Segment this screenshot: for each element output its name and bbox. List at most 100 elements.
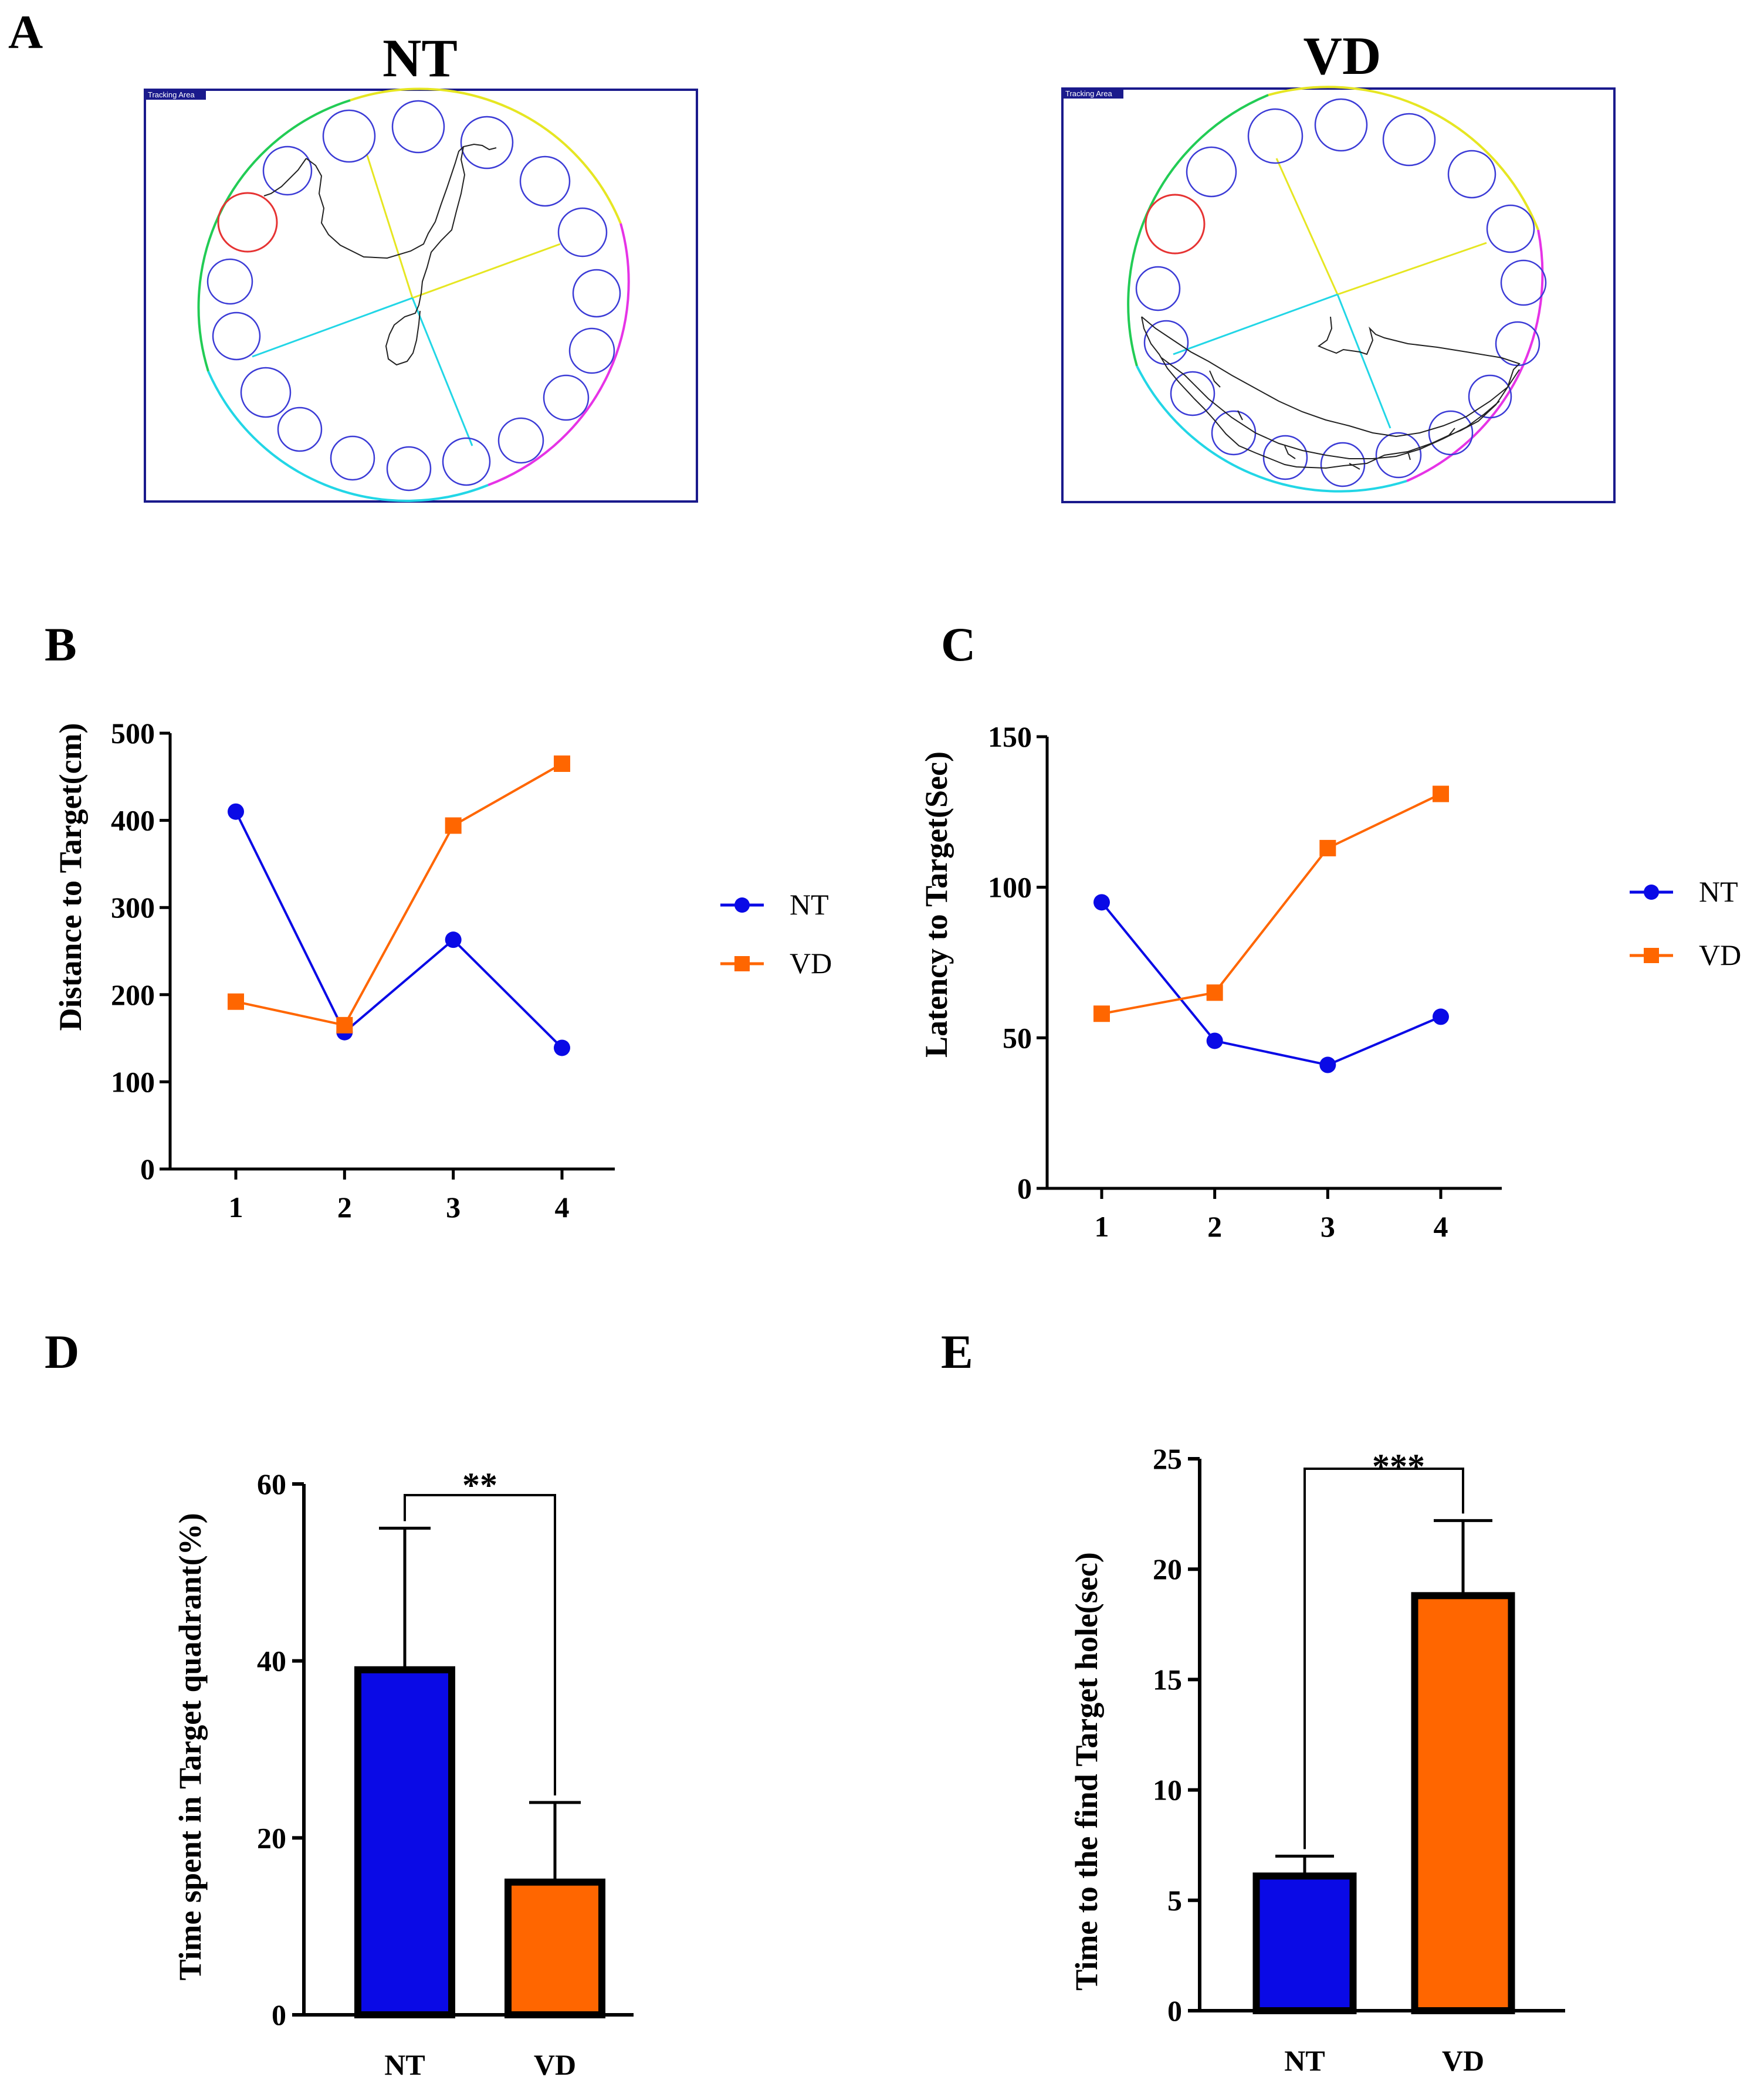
x-tick-label: 1: [229, 1191, 243, 1224]
maze-hole: [1320, 442, 1366, 487]
tracking-area-label: Tracking Area: [1065, 89, 1112, 98]
bar-vd: [1411, 1592, 1515, 2014]
y-axis-title: Time spent in Target quadrant(%): [172, 1513, 208, 1980]
swim-path: [1141, 316, 1521, 470]
maze-hole: [497, 417, 544, 464]
data-point-vd: [1206, 984, 1223, 1001]
maze-hole: [1247, 108, 1303, 164]
maze-hole: [1486, 204, 1535, 253]
significance-label: **: [462, 1466, 497, 1505]
maze-hole: [262, 145, 313, 196]
quadrant-arc-yellow: [1268, 86, 1539, 231]
x-tick-label: NT: [384, 2048, 425, 2081]
legend-marker-nt: [734, 897, 750, 913]
quadrant-arc-cyan: [1136, 365, 1407, 493]
tracking-area-frame: [1061, 87, 1616, 503]
panel-letter-d: D: [45, 1325, 79, 1378]
series-line-nt: [235, 811, 563, 1049]
maze-hole: [1143, 320, 1189, 365]
target-hole: [217, 192, 278, 253]
maze-title-vd: VD: [1303, 26, 1382, 86]
maze-hole: [543, 374, 590, 421]
y-axis-title: Distance to Target(cm): [53, 723, 88, 1031]
maze-hole: [519, 155, 571, 207]
maze-hole: [1428, 410, 1474, 456]
data-point-vd: [228, 993, 244, 1010]
quadrant-arc-yellow: [350, 87, 622, 224]
target-hole: [1145, 194, 1206, 255]
maze-title-nt: NT: [382, 28, 458, 88]
x-tick-label: VD: [534, 2048, 576, 2081]
maze-hole: [1500, 259, 1547, 306]
legend-marker-vd: [734, 956, 750, 971]
maze-hole: [386, 446, 432, 492]
maze-hole: [1375, 432, 1422, 479]
legend-label-nt: NT: [790, 888, 829, 921]
maze-hole: [1447, 150, 1496, 199]
maze-holes: [1135, 98, 1547, 487]
y-tick-label: 40: [257, 1645, 286, 1678]
data-point-nt: [445, 931, 462, 948]
quadrant-line: [1336, 294, 1391, 429]
data-point-vd: [1433, 785, 1449, 802]
legend-label-vd: VD: [1699, 938, 1741, 971]
maze-hole: [1170, 371, 1215, 416]
quadrant-line: [411, 297, 473, 446]
panel-letter-a: A: [8, 5, 43, 59]
y-tick-label: 200: [111, 978, 155, 1011]
data-point-vd: [445, 817, 462, 834]
data-point-nt: [228, 803, 244, 820]
legend: NT VD: [1630, 875, 1741, 971]
maze-hole: [460, 116, 514, 170]
legend: NT VD: [720, 888, 832, 980]
maze-holes: [206, 100, 621, 492]
x-tick-label: 3: [1321, 1210, 1335, 1243]
quadrant-line: [365, 153, 414, 299]
panel-letter-c: C: [941, 618, 976, 671]
chart-c: 0 50 100 150 1 2 3 4 Latency to Target(Sec) NT …: [919, 720, 1741, 1243]
chart-e: 0 5 10 15 20 25 NT VD Time to the find Target h…: [1069, 1442, 1565, 2077]
maze-hole: [1468, 374, 1512, 419]
data-point-vd: [554, 755, 570, 772]
quadrant-arc-cyan: [207, 371, 489, 502]
bar-vd: [505, 1878, 605, 2018]
legend-marker-nt: [1644, 885, 1659, 900]
maze-hole: [1186, 146, 1237, 198]
significance-bracket: [404, 1494, 556, 1795]
maze-hole: [240, 367, 292, 418]
maze-vd: VD Tracking Area: [1061, 26, 1616, 503]
maze-hole: [1262, 435, 1308, 480]
maze-hole: [1211, 410, 1257, 456]
maze-hole: [568, 327, 615, 374]
maze-hole: [442, 437, 491, 486]
maze-hole: [1495, 321, 1540, 367]
chart-d: 0 20 40 60 NT VD Time spent in Target quadran…: [172, 1466, 634, 2081]
y-tick-label: 50: [1003, 1021, 1032, 1054]
legend-marker-vd: [1644, 948, 1659, 963]
maze-hole: [330, 435, 375, 481]
data-point-nt: [554, 1039, 570, 1056]
tracking-area-label: Tracking Area: [148, 90, 195, 99]
panel-letter-e: E: [941, 1325, 973, 1378]
series-line-vd: [235, 763, 563, 1027]
quadrant-arc-green: [1127, 94, 1269, 367]
y-tick-label: 0: [1167, 1994, 1182, 2027]
y-tick-label: 0: [1017, 1172, 1032, 1205]
significance-label: ***: [1372, 1447, 1425, 1486]
y-tick-label: 20: [257, 1821, 286, 1854]
maze-hole: [572, 269, 621, 318]
maze-hole: [1314, 98, 1368, 152]
maze-nt: NT Tracking Area: [144, 28, 698, 503]
maze-hole: [206, 258, 253, 305]
data-point-nt: [1319, 1056, 1336, 1073]
data-point-vd: [1093, 1005, 1110, 1022]
tracking-area-tag: [1062, 89, 1123, 99]
maze-hole: [212, 311, 261, 361]
x-tick-label: 3: [446, 1191, 461, 1224]
data-point-nt: [1433, 1008, 1449, 1025]
bar-nt: [354, 1666, 455, 2018]
quadrant-line: [252, 297, 413, 358]
y-tick-label: 5: [1167, 1884, 1182, 1917]
x-tick-label: 2: [337, 1191, 352, 1224]
